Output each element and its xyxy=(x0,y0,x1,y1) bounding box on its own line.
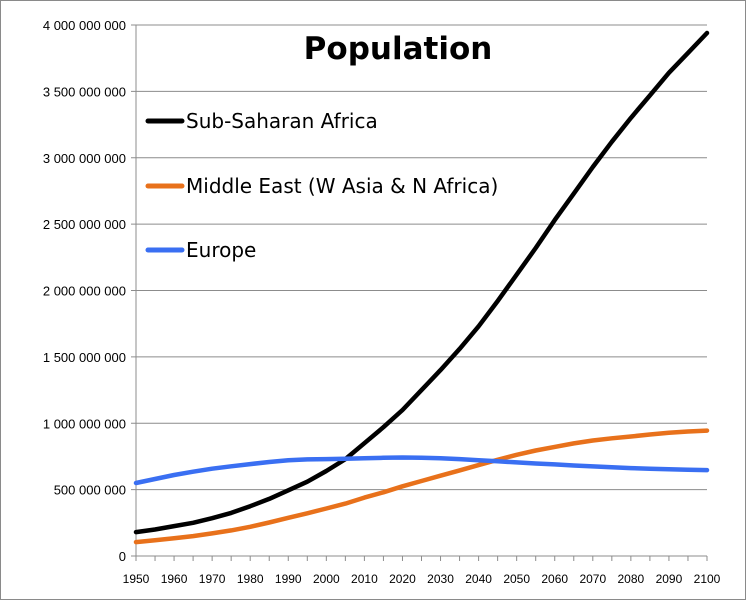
x-tick-label: 1990 xyxy=(275,572,302,586)
y-tick-labels: 0 500 000 000 1 000 000 000 1 500 000 000 2 … xyxy=(43,18,126,564)
x-tick-label: 1980 xyxy=(237,572,264,586)
x-tick-label: 2050 xyxy=(503,572,530,586)
series-lines xyxy=(133,30,710,545)
y-tick-label: 3 000 000 000 xyxy=(43,151,126,166)
x-tick-label: 2090 xyxy=(656,572,683,586)
x-tick-label: 2010 xyxy=(351,572,378,586)
x-tick-label: 2020 xyxy=(389,572,416,586)
x-tick-label: 2000 xyxy=(313,572,340,586)
series-line-2 xyxy=(133,455,710,486)
x-tick-label: 1970 xyxy=(199,572,226,586)
axes xyxy=(131,24,708,561)
x-tick-label: 2070 xyxy=(579,572,606,586)
x-tick-labels: 1950 1960 1970 1980 1990 2000 2010 2020 2030 2040… xyxy=(123,572,721,586)
x-tick-label: 2040 xyxy=(465,572,492,586)
x-tick-label: 2080 xyxy=(618,572,645,586)
y-tick-label: 4 000 000 000 xyxy=(43,18,126,33)
legend-label-1: Middle East (W Asia & N Africa) xyxy=(186,174,498,198)
x-tick-label: 1950 xyxy=(123,572,150,586)
x-tick-label: 1960 xyxy=(161,572,188,586)
x-tick-label: 2060 xyxy=(541,572,568,586)
legend-label-0: Sub-Saharan Africa xyxy=(186,109,378,133)
y-tick-label: 1 500 000 000 xyxy=(43,350,126,365)
gridlines xyxy=(136,24,707,491)
series-line-1 xyxy=(133,428,710,545)
legend-label-2: Europe xyxy=(186,238,256,262)
y-tick-label: 1 000 000 000 xyxy=(43,416,126,431)
y-tick-label: 2 000 000 000 xyxy=(43,284,126,299)
y-tick-label: 3 500 000 000 xyxy=(43,84,126,99)
x-tick-label: 2100 xyxy=(694,572,721,586)
chart-title: Population xyxy=(304,31,493,67)
y-tick-label: 0 xyxy=(119,549,126,564)
y-tick-label: 500 000 000 xyxy=(54,483,126,498)
legend: Sub-Saharan Africa Middle East (W Asia & … xyxy=(145,109,498,262)
y-tick-label: 2 500 000 000 xyxy=(43,217,126,232)
series-line-0 xyxy=(133,30,710,535)
x-tick-label: 2030 xyxy=(427,572,454,586)
